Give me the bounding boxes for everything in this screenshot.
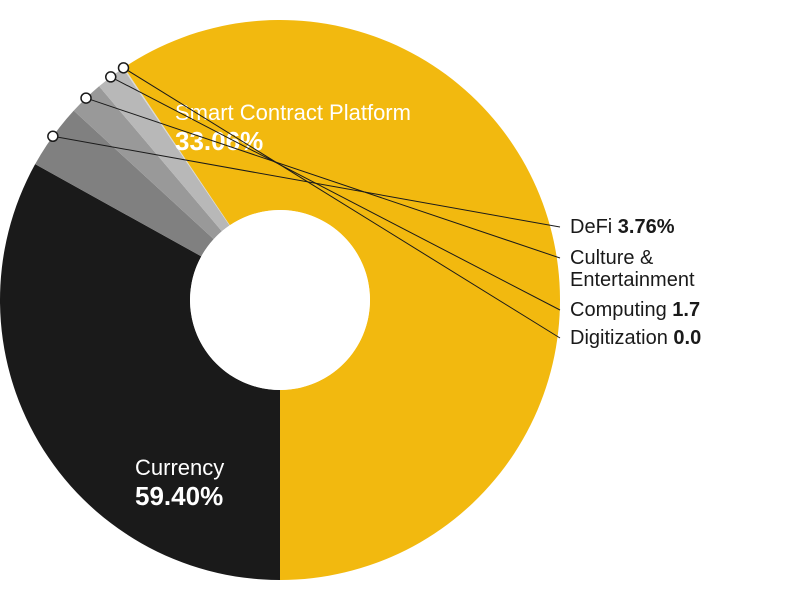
label-defi: DeFi 3.76% xyxy=(570,216,675,238)
leader-dot-computing xyxy=(106,72,116,82)
label-culture: Culture &Entertainment xyxy=(570,247,695,291)
donut-hole xyxy=(190,210,370,390)
leader-dot-digitization xyxy=(118,63,128,73)
label-digitization: Digitization 0.0 xyxy=(570,327,701,349)
label-computing: Computing 1.7 xyxy=(570,299,700,321)
label-currency: Currency59.40% xyxy=(135,455,224,511)
donut-chart: Smart Contract Platform33.06%DeFi 3.76%C… xyxy=(0,0,800,600)
leader-dot-culture xyxy=(81,93,91,103)
leader-dot-defi xyxy=(48,131,58,141)
